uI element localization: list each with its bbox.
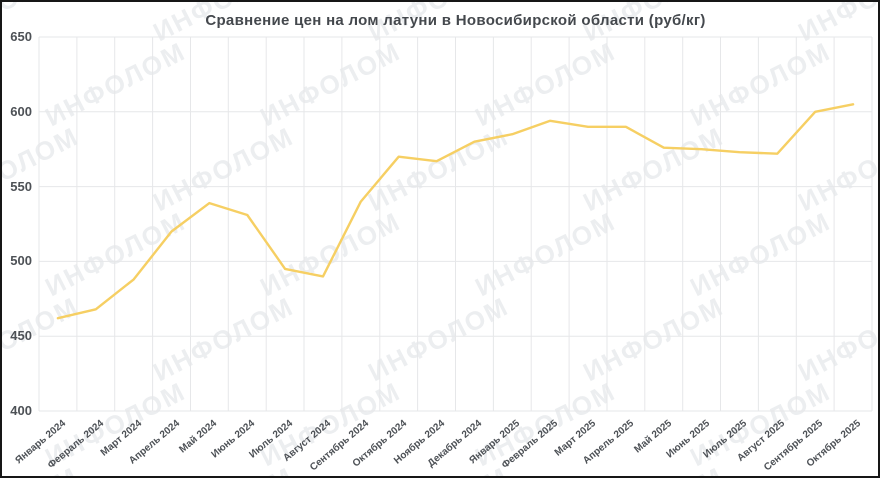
grid-lines — [38, 36, 873, 412]
y-tick-label: 450 — [10, 328, 32, 344]
price-series-line — [56, 103, 855, 320]
y-tick-label: 550 — [10, 178, 32, 194]
y-tick-label: 650 — [10, 29, 32, 44]
y-tick-label: 500 — [10, 253, 32, 269]
chart-title: Сравнение цен на лом латуни в Новосибирс… — [205, 12, 706, 29]
y-tick-label: 400 — [10, 403, 32, 418]
y-tick-label: 600 — [10, 103, 32, 119]
